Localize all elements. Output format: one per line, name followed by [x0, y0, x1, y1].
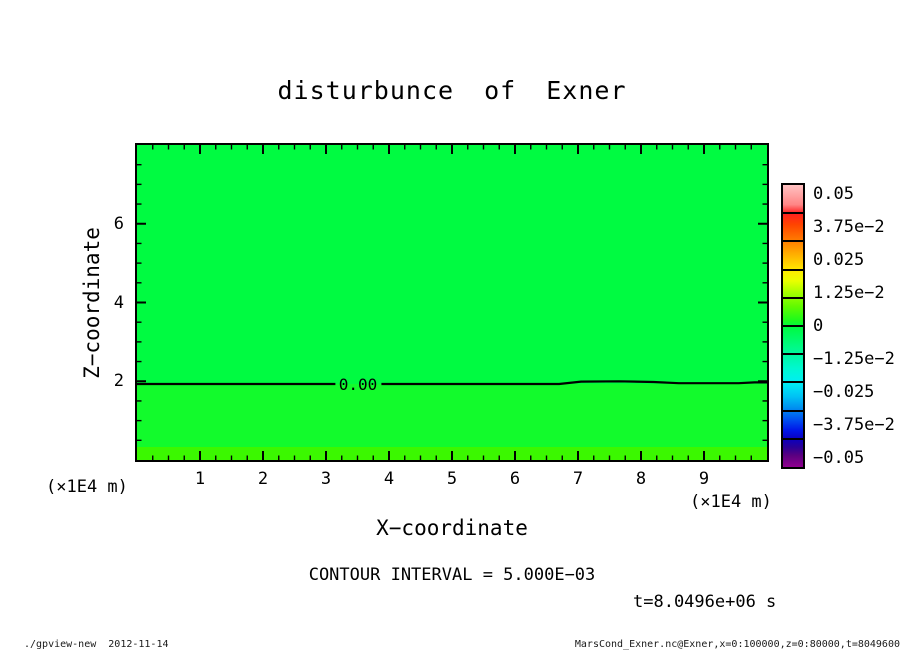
y-tick-label: 6 — [113, 213, 124, 234]
x-unit-label-right: (×1E4 m) — [690, 492, 772, 512]
colorbar-divider — [783, 409, 803, 412]
x-tick-label: 4 — [383, 469, 395, 489]
colorbar — [781, 183, 805, 469]
y-tick-label: 4 — [113, 292, 124, 313]
colorbar-tick-label: −0.025 — [813, 382, 875, 402]
colorbar-tick-label: −3.75e−2 — [813, 415, 895, 435]
footer-right: MarsCond_Exner.nc@Exner,x=0:100000,z=0:8… — [574, 639, 900, 650]
colorbar-divider — [783, 268, 803, 271]
zero-contour-line — [137, 380, 767, 386]
x-tick-label: 8 — [635, 469, 647, 489]
colorbar-divider — [783, 437, 803, 440]
x-tick-label: 7 — [572, 469, 584, 489]
x-tick-label: 2 — [257, 469, 269, 489]
x-axis-title: X−coordinate — [376, 516, 528, 540]
x-tick-label: 6 — [509, 469, 521, 489]
x-tick-label: 1 — [194, 469, 206, 489]
colorbar-divider — [783, 353, 803, 356]
x-unit-label-left: (×1E4 m) — [46, 477, 128, 497]
colorbar-tick-label: −0.05 — [813, 448, 865, 468]
colorbar-divider — [783, 212, 803, 215]
x-axis-ticks — [152, 145, 752, 460]
x-tick-label: 5 — [446, 469, 458, 489]
contour-plot-canvas: 0.00 — [137, 145, 767, 460]
x-tick-label: 3 — [320, 469, 332, 489]
y-axis-ticks — [137, 163, 767, 442]
contour-line-label: 0.00 — [339, 375, 378, 394]
colorbar-tick-label: 0.05 — [813, 184, 854, 204]
colorbar-divider — [783, 381, 803, 384]
colorbar-divider — [783, 296, 803, 299]
page-title: disturbunce of Exner — [277, 76, 627, 105]
time-label: t=8.0496e+06 s — [633, 592, 777, 612]
colorbar-tick-label: 0.025 — [813, 250, 865, 270]
colorbar-divider — [783, 325, 803, 327]
colorbar-tick-label: 0 — [813, 316, 824, 336]
x-tick-label: 9 — [698, 469, 710, 489]
y-tick-label: 2 — [113, 371, 124, 392]
footer-left: ./gpview-new 2012-11-14 — [24, 639, 169, 650]
colorbar-tick-label: −1.25e−2 — [813, 349, 895, 369]
colorbar-divider — [783, 240, 803, 243]
colorbar-tick-label: 1.25e−2 — [813, 283, 885, 303]
contour-interval-label: CONTOUR INTERVAL = 5.000E−03 — [308, 565, 596, 585]
plot-area: 0.00 — [135, 143, 769, 462]
colorbar-tick-label: 3.75e−2 — [813, 217, 885, 237]
